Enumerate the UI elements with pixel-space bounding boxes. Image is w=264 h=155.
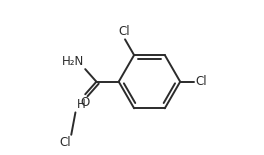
Text: O: O xyxy=(80,96,89,109)
Text: Cl: Cl xyxy=(59,136,70,149)
Text: H: H xyxy=(77,98,86,111)
Text: Cl: Cl xyxy=(118,24,130,38)
Text: H₂N: H₂N xyxy=(62,55,84,68)
Text: Cl: Cl xyxy=(196,75,207,88)
